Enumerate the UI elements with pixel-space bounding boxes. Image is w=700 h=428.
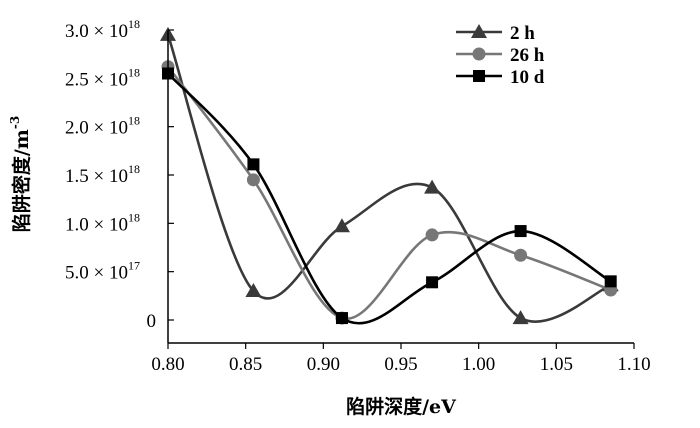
x-tick-label: 1.00 bbox=[462, 354, 495, 375]
y-tick-mantissa: 2.5 × 10 bbox=[65, 69, 128, 90]
x-tick-label: 0.95 bbox=[384, 354, 417, 375]
y-tick-exponent: 18 bbox=[128, 114, 140, 128]
data-point-square bbox=[514, 225, 527, 238]
legend-marker bbox=[471, 24, 487, 38]
y-tick-mantissa: 3.0 × 10 bbox=[65, 21, 128, 42]
data-point-square bbox=[604, 275, 617, 288]
y-tick-label: 5.0 × 1017 bbox=[65, 259, 140, 284]
data-point-circle bbox=[514, 248, 528, 262]
x-tick-label: 1.05 bbox=[540, 354, 573, 375]
x-axis-label: 陷阱深度/eV bbox=[346, 395, 457, 418]
series-line bbox=[167, 72, 612, 325]
y-tick-label: 2.5 × 1018 bbox=[65, 65, 140, 90]
legend-item: 2 h bbox=[456, 23, 535, 44]
legend-marker bbox=[472, 47, 486, 61]
y-tick-mantissa: 1.5 × 10 bbox=[65, 166, 128, 187]
y-tick-label: 2.0 × 1018 bbox=[65, 114, 140, 139]
y-tick-label: 0 bbox=[147, 311, 157, 332]
data-point-circle bbox=[425, 228, 439, 242]
y-tick-label: 3.0 × 1018 bbox=[65, 17, 140, 42]
x-tick-label: 0.80 bbox=[151, 354, 184, 375]
data-point-triangle bbox=[424, 179, 441, 194]
x-tick-label: 0.90 bbox=[307, 354, 340, 375]
y-tick-label: 1.0 × 1018 bbox=[65, 210, 140, 235]
x-tick-label: 1.10 bbox=[617, 354, 650, 375]
data-point-square bbox=[335, 312, 348, 325]
data-point-triangle bbox=[333, 218, 350, 233]
series-layer bbox=[160, 26, 619, 325]
data-point-triangle bbox=[512, 310, 529, 325]
data-point-triangle bbox=[245, 283, 262, 297]
legend-label: 2 h bbox=[510, 23, 535, 44]
y-tick-exponent: 18 bbox=[128, 65, 140, 79]
y-tick-mantissa: 5.0 × 10 bbox=[65, 263, 128, 284]
legend-label: 26 h bbox=[510, 45, 545, 66]
data-point-circle bbox=[246, 173, 260, 187]
legend-item: 10 d bbox=[456, 67, 545, 88]
series-square bbox=[162, 67, 617, 325]
data-point-square bbox=[426, 276, 439, 289]
y-axis-label: 陷阱密度/m-3 bbox=[8, 116, 33, 232]
y-axis-label-exponent: -3 bbox=[8, 116, 22, 129]
y-tick-mantissa: 1.0 × 10 bbox=[65, 214, 128, 235]
y-tick-exponent: 18 bbox=[128, 210, 140, 224]
x-tick-label: 0.85 bbox=[229, 354, 262, 375]
legend-item: 26 h bbox=[456, 45, 545, 66]
legend: 2 h26 h10 d bbox=[456, 23, 545, 88]
y-tick-exponent: 18 bbox=[128, 162, 140, 176]
y-tick-mantissa: 2.0 × 10 bbox=[65, 118, 128, 139]
legend-marker bbox=[473, 70, 485, 82]
y-axis-label-main: 陷阱密度/m bbox=[10, 129, 33, 232]
data-point-square bbox=[247, 158, 260, 171]
legend-label: 10 d bbox=[510, 67, 545, 88]
y-tick-exponent: 18 bbox=[128, 17, 140, 31]
y-tick-label: 1.5 × 1018 bbox=[65, 162, 140, 187]
y-tick-mantissa: 0 bbox=[147, 311, 157, 332]
y-tick-exponent: 17 bbox=[128, 259, 140, 273]
